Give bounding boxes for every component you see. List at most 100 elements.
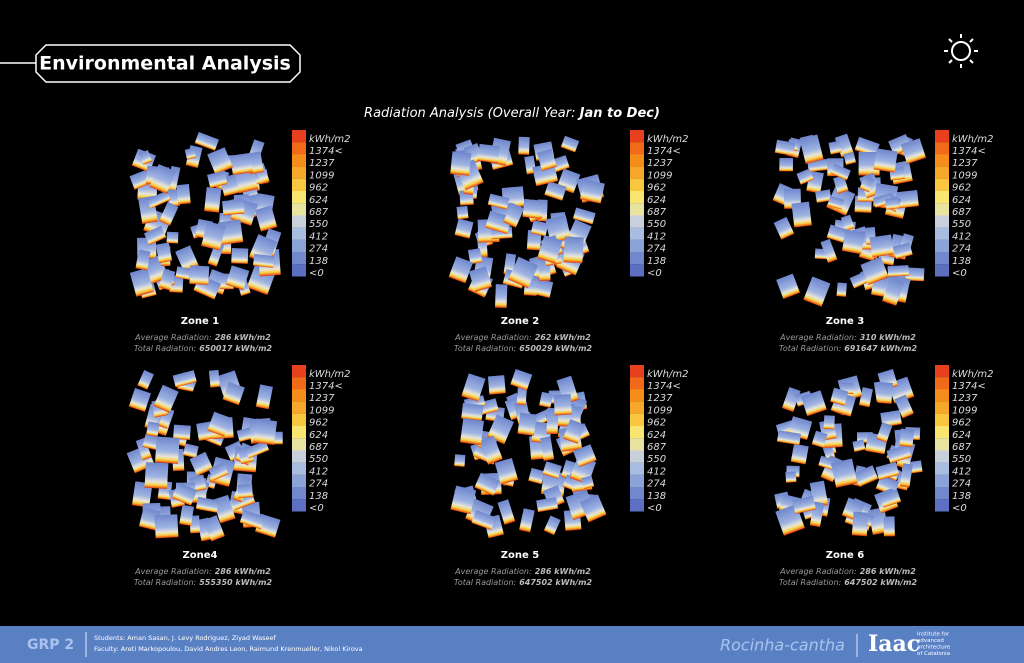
legend-swatch [292, 377, 306, 390]
building [137, 370, 154, 390]
legend-swatch [292, 227, 306, 240]
legend-label: 1374< [647, 146, 681, 157]
building [146, 421, 160, 437]
building [800, 390, 827, 417]
building [572, 207, 596, 225]
building [830, 387, 849, 406]
average-value: 310 kWh/m2 [860, 333, 917, 342]
building [494, 284, 508, 308]
legend-label: 274 [647, 244, 666, 255]
building [905, 267, 925, 282]
legend-swatch [935, 154, 949, 167]
building [553, 394, 572, 416]
zone-average: Average Radiation: 286 kWh/m2 [454, 567, 591, 576]
legend-swatch [630, 252, 644, 265]
legend-swatch [292, 178, 306, 192]
legend-label: 1237 [952, 158, 978, 169]
building [172, 370, 197, 388]
building [477, 143, 500, 164]
building [487, 193, 510, 210]
legend-label: 412 [647, 231, 666, 242]
legend-label: 1099 [309, 170, 334, 181]
zone-name: Zone 2 [501, 316, 540, 327]
legend-label: 687 [309, 207, 329, 218]
zones: kWh/m21374<12371099962624687550412274138… [126, 130, 994, 587]
building [790, 443, 809, 465]
legend-label: 962 [309, 183, 328, 194]
building [510, 368, 533, 391]
building [175, 245, 199, 273]
building [128, 388, 151, 412]
zone-average: Average Radiation: 286 kWh/m2 [779, 567, 916, 576]
legend-swatch [292, 438, 306, 451]
legend-label: 1237 [952, 393, 978, 404]
building [563, 236, 584, 264]
building [887, 265, 909, 277]
building [138, 149, 153, 165]
legend-swatch [935, 178, 949, 192]
building [154, 514, 179, 539]
legend-swatch [935, 462, 949, 475]
building [852, 439, 866, 452]
legend-swatch [630, 474, 644, 488]
average-label: Average Radiation: [779, 333, 857, 342]
legend-label: 550 [952, 219, 971, 230]
building [579, 179, 605, 204]
subtitle-text: Radiation Analysis (Overall Year: [364, 106, 580, 121]
legend-label: <0 [309, 503, 324, 514]
legend-swatch [630, 264, 644, 277]
footer-faculty: Faculty: Areti Markopoulou, David Andres… [94, 645, 363, 653]
legend-swatch [935, 227, 949, 240]
building [892, 242, 913, 260]
average-label: Average Radiation: [779, 567, 857, 576]
building [454, 454, 466, 467]
legend-swatch [935, 365, 949, 378]
building [560, 135, 580, 153]
institute-line: architecture [917, 645, 951, 651]
legend-swatch [935, 401, 949, 414]
building [896, 190, 919, 209]
building [158, 268, 176, 291]
building [255, 384, 273, 410]
total-label: Total Radiation: [779, 578, 842, 587]
average-value: 286 kWh/m2 [535, 567, 592, 576]
building [827, 195, 845, 210]
legend-label: <0 [647, 503, 662, 514]
legend-label: 1374< [952, 146, 986, 157]
legend-swatch [935, 130, 949, 143]
average-label: Average Radiation: [134, 333, 212, 342]
building [899, 428, 915, 448]
building [456, 205, 469, 220]
zone-name: Zone 1 [181, 316, 220, 327]
building [840, 214, 855, 232]
legend-swatch [292, 264, 306, 277]
zone-name: Zone 6 [826, 550, 865, 561]
zone-average: Average Radiation: 310 kWh/m2 [779, 333, 916, 342]
total-label: Total Radiation: [134, 578, 197, 587]
legend-label: 624 [309, 195, 328, 206]
building [859, 175, 875, 193]
legend-unit: kWh/m2 [952, 369, 994, 380]
legend-label: 687 [309, 442, 329, 453]
legend-swatch [630, 413, 644, 427]
zone-total: Total Radiation: 691647 kWh/m2 [779, 344, 918, 353]
building [225, 265, 250, 291]
building [528, 467, 545, 485]
building [494, 457, 519, 485]
average-value: 262 kWh/m2 [535, 333, 592, 342]
legend-swatch [630, 203, 644, 216]
sun-icon [944, 34, 978, 68]
building [536, 496, 559, 513]
legend-label: 687 [952, 207, 972, 218]
building [231, 247, 249, 264]
legend-label: 962 [309, 418, 328, 429]
building [519, 508, 535, 533]
legend-label: 624 [647, 430, 666, 441]
building [474, 472, 500, 496]
legend-label: 1374< [309, 146, 343, 157]
zone-map [126, 369, 283, 542]
legend-swatch [292, 191, 306, 204]
